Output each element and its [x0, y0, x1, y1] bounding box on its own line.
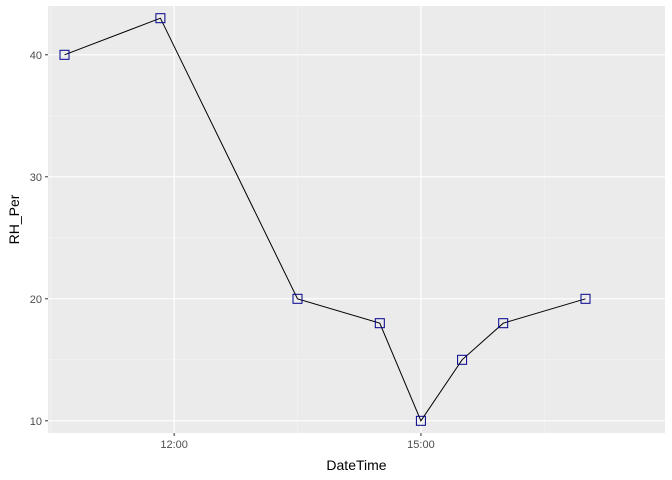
y-axis: 10 20 30 40	[30, 50, 48, 428]
x-tick-label: 15:00	[407, 439, 435, 451]
y-tick-label: 20	[30, 294, 42, 306]
major-gridlines	[48, 6, 665, 433]
x-axis: 12:00 15:00	[160, 433, 435, 451]
data-point	[457, 354, 468, 365]
data-point	[498, 318, 509, 329]
plot-panel	[48, 6, 665, 433]
data-point	[59, 49, 70, 60]
x-axis-title: DateTime	[326, 457, 386, 473]
y-tick-label: 40	[30, 50, 42, 62]
series-layer	[59, 13, 591, 426]
y-axis-title: RH_Per	[6, 194, 22, 244]
data-point	[580, 293, 591, 304]
minor-gridlines	[48, 6, 665, 433]
data-point	[292, 293, 303, 304]
y-tick-label: 30	[30, 172, 42, 184]
x-tick-label: 12:00	[160, 439, 188, 451]
series-line	[64, 17, 586, 422]
data-point	[155, 13, 166, 24]
data-point	[415, 415, 426, 426]
y-tick-label: 10	[30, 416, 42, 428]
data-point	[374, 318, 385, 329]
